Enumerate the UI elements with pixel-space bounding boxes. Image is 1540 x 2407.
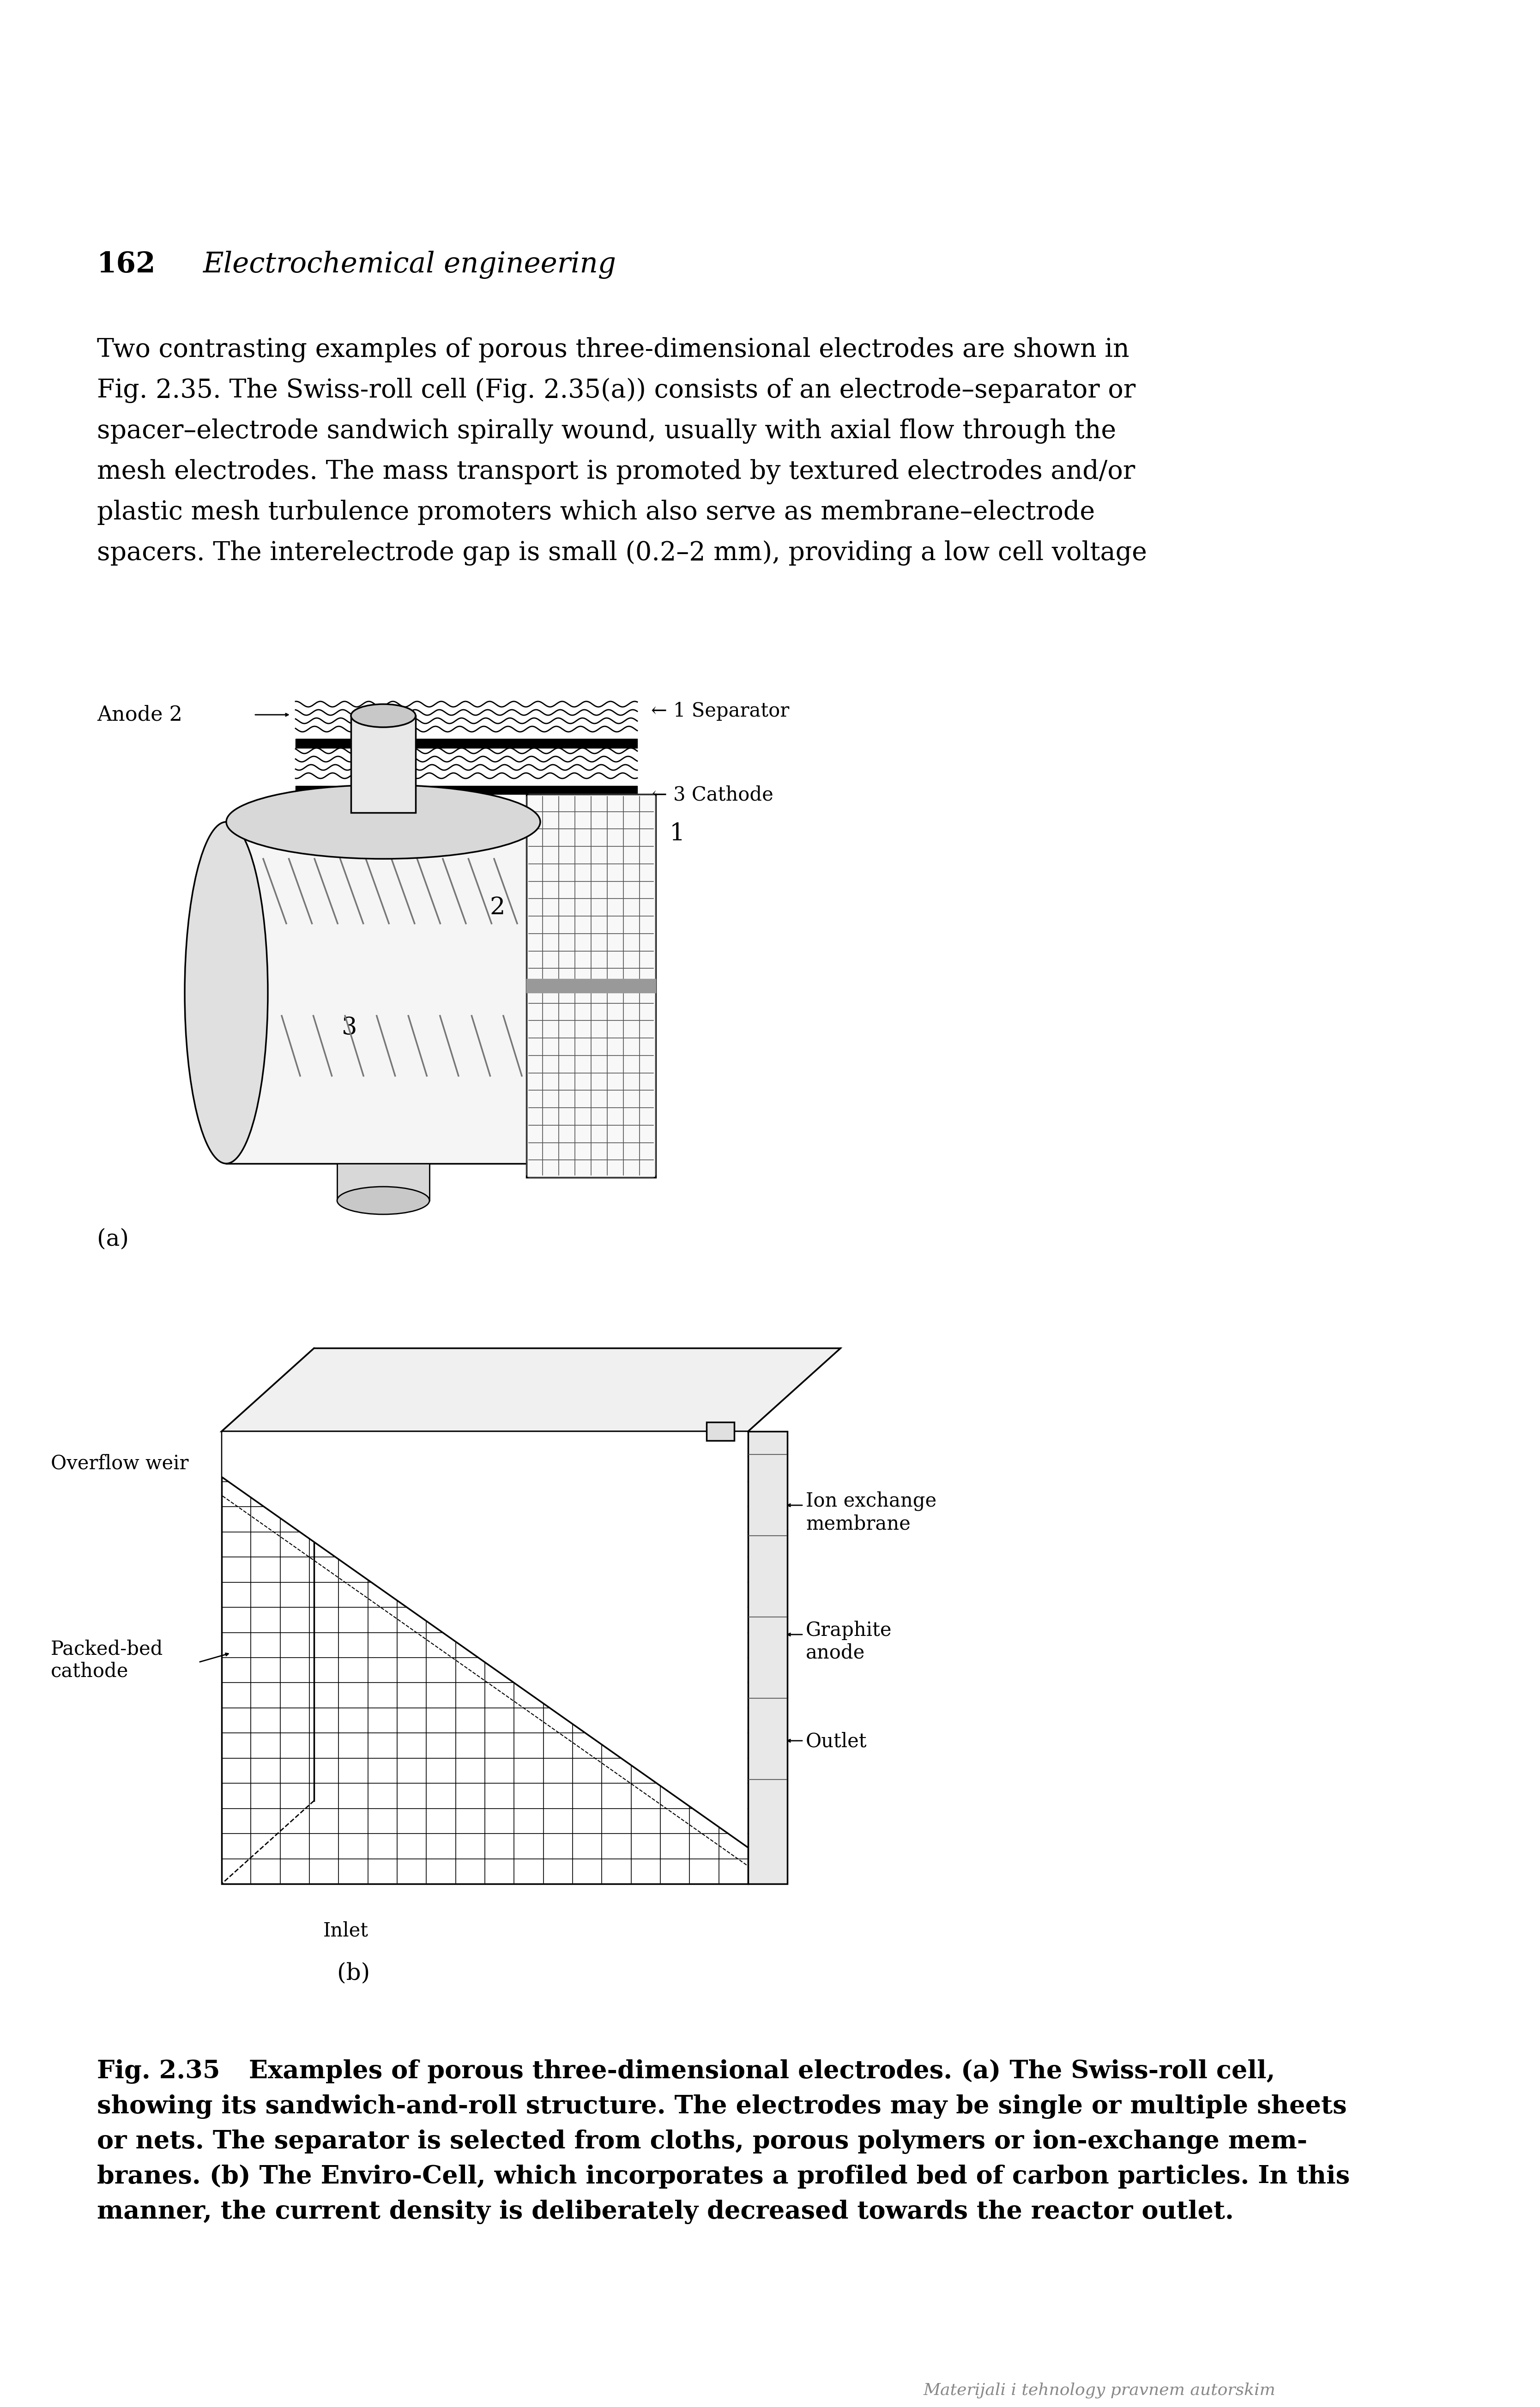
- Text: ← 3 Cathode: ← 3 Cathode: [651, 785, 773, 804]
- Text: spacers. The interelectrode gap is small (0.2–2 mm), providing a low cell voltag: spacers. The interelectrode gap is small…: [97, 539, 1147, 566]
- Polygon shape: [222, 1432, 748, 1885]
- Text: Overflow weir: Overflow weir: [51, 1454, 188, 1473]
- Text: Fig. 2.35: Fig. 2.35: [97, 2060, 220, 2084]
- Bar: [226, 821, 541, 1163]
- Text: manner, the current density is deliberately decreased towards the reactor outlet: manner, the current density is deliberat…: [97, 2200, 1234, 2224]
- Text: Ion exchange
membrane: Ion exchange membrane: [805, 1492, 936, 1533]
- Bar: [748, 1432, 787, 1885]
- Text: 162: 162: [97, 250, 156, 279]
- Text: Two contrasting examples of porous three-dimensional electrodes are shown in: Two contrasting examples of porous three…: [97, 337, 1129, 363]
- Text: Gas: Gas: [739, 1348, 778, 1367]
- Ellipse shape: [185, 821, 268, 1163]
- Text: 2: 2: [490, 895, 505, 919]
- Bar: [296, 785, 638, 794]
- Polygon shape: [222, 1348, 841, 1432]
- Polygon shape: [223, 1432, 747, 1846]
- Bar: [527, 980, 656, 992]
- Text: spacer–electrode sandwich spirally wound, usually with axial flow through the: spacer–electrode sandwich spirally wound…: [97, 419, 1116, 443]
- Text: 1: 1: [670, 821, 685, 845]
- Ellipse shape: [337, 1187, 430, 1216]
- Text: Examples of porous three-dimensional electrodes. (a) The Swiss-roll cell,: Examples of porous three-dimensional ele…: [240, 2060, 1275, 2084]
- Text: Inlet: Inlet: [323, 1921, 368, 1940]
- Text: Materijali i tehnology pravnem autorskim: Materijali i tehnology pravnem autorskim: [924, 2383, 1275, 2397]
- Text: branes. (b) The Enviro-Cell, which incorporates a profiled bed of carbon particl: branes. (b) The Enviro-Cell, which incor…: [97, 2164, 1351, 2188]
- Text: plastic mesh turbulence promoters which also serve as membrane–electrode: plastic mesh turbulence promoters which …: [97, 501, 1095, 525]
- Text: or nets. The separator is selected from cloths, porous polymers or ion-exchange : or nets. The separator is selected from …: [97, 2130, 1307, 2154]
- Text: Packed-bed
cathode: Packed-bed cathode: [51, 1639, 163, 1680]
- Text: Graphite
anode: Graphite anode: [805, 1620, 892, 1663]
- Text: Anode 2: Anode 2: [97, 705, 182, 725]
- Text: ← 1 Separator: ← 1 Separator: [651, 700, 790, 720]
- Bar: [296, 739, 638, 749]
- Ellipse shape: [351, 705, 416, 727]
- Text: 3: 3: [342, 1016, 357, 1040]
- Bar: [337, 1163, 430, 1201]
- Ellipse shape: [226, 785, 541, 859]
- Text: Fig. 2.35. The Swiss-roll cell (Fig. 2.35(a)) consists of an electrode–separator: Fig. 2.35. The Swiss-roll cell (Fig. 2.3…: [97, 378, 1135, 402]
- Text: showing its sandwich-and-roll structure. The electrodes may be single or multipl: showing its sandwich-and-roll structure.…: [97, 2094, 1348, 2118]
- Text: (b): (b): [337, 1962, 370, 1986]
- Text: Outlet: Outlet: [805, 1731, 867, 1750]
- Bar: [707, 1423, 735, 1442]
- Text: (a): (a): [97, 1228, 129, 1252]
- Bar: [351, 715, 416, 814]
- Text: mesh electrodes. The mass transport is promoted by textured electrodes and/or: mesh electrodes. The mass transport is p…: [97, 460, 1135, 484]
- Bar: [527, 794, 656, 1177]
- Text: Electrochemical engineering: Electrochemical engineering: [203, 250, 616, 279]
